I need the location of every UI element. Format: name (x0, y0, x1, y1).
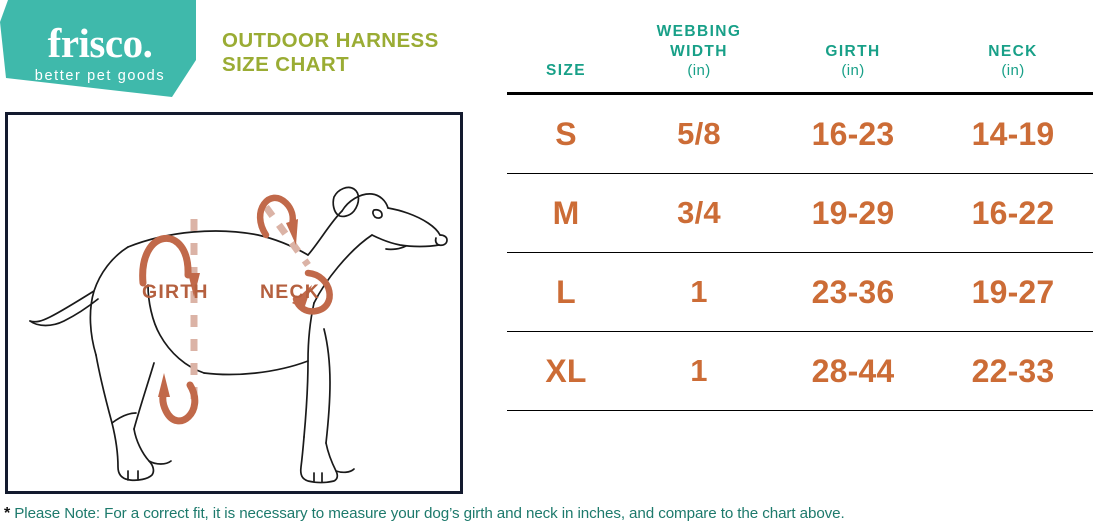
cell-webbing-width: 1 (625, 252, 773, 333)
page-title: OUTDOOR HARNESS SIZE CHART (222, 29, 472, 76)
cell-girth: 16-23 (773, 93, 933, 175)
girth-arrow-lower-icon (159, 381, 199, 425)
cell-size: M (507, 173, 625, 254)
dog-outline-icon (29, 186, 448, 484)
table-header-row: SIZE WEBBING WIDTH (in) GIRTH (in) NECK … (507, 22, 1093, 96)
column-header-webbing-width-label: WEBBING WIDTH (656, 23, 742, 60)
cell-webbing-width: 5/8 (625, 93, 773, 175)
logo-pentagon-shape (0, 0, 196, 97)
girth-arrowhead-up (158, 373, 170, 397)
cell-size: XL (507, 331, 625, 412)
cell-girth: 23-36 (773, 252, 933, 333)
cell-neck: 22-33 (933, 331, 1093, 412)
brand-tagline: better pet goods (34, 67, 166, 84)
girth-arrow-icon (139, 234, 192, 287)
girth-arrowhead-down (188, 273, 200, 297)
neck-arrowhead-down (286, 219, 298, 245)
column-header-neck: NECK (in) (933, 22, 1093, 96)
cell-webbing-width: 3/4 (625, 173, 773, 254)
girth-label: GIRTH (142, 281, 209, 303)
neck-arrowhead-up (292, 285, 312, 309)
neck-arrow-upper-icon (256, 194, 296, 239)
cell-size: L (507, 252, 625, 333)
column-header-neck-label: NECK (988, 42, 1038, 60)
column-header-neck-unit: (in) (1001, 61, 1025, 79)
column-header-girth: GIRTH (in) (773, 22, 933, 96)
column-header-girth-unit: (in) (841, 61, 865, 79)
footnote: * Please Note: For a correct fit, it is … (4, 505, 1102, 523)
footnote-asterisk: * (4, 505, 11, 522)
cell-girth: 19-29 (773, 173, 933, 254)
table-row: XL 1 28-44 22-33 (507, 331, 1093, 412)
size-table-wrap: SIZE WEBBING WIDTH (in) GIRTH (in) NECK … (507, 22, 1093, 492)
cell-girth: 28-44 (773, 331, 933, 412)
column-header-girth-label: GIRTH (825, 42, 881, 60)
neck-label: NECK (260, 281, 320, 303)
cell-webbing-width: 1 (625, 331, 773, 412)
dog-illustration-box: GIRTH NECK (5, 112, 463, 494)
cell-neck: 14-19 (933, 93, 1093, 175)
footnote-text: Please Note: For a correct fit, it is ne… (14, 505, 845, 522)
brand-logo: frisco. better pet goods (0, 0, 210, 100)
cell-size: S (507, 93, 625, 175)
column-header-webbing-width: WEBBING WIDTH (in) (625, 22, 773, 96)
cell-neck: 19-27 (933, 252, 1093, 333)
size-table: SIZE WEBBING WIDTH (in) GIRTH (in) NECK … (507, 22, 1093, 412)
neck-dashed-guide (263, 204, 311, 268)
page-title-line2: SIZE CHART (222, 52, 349, 76)
table-row: S 5/8 16-23 14-19 (507, 93, 1093, 175)
dog-measurement-diagram: GIRTH NECK (29, 186, 448, 484)
cell-neck: 16-22 (933, 173, 1093, 254)
brand-name: frisco. (47, 19, 153, 66)
column-header-webbing-width-unit: (in) (687, 61, 711, 79)
size-table-body: S 5/8 16-23 14-19 M 3/4 19-29 16-22 L 1 … (507, 93, 1093, 412)
column-header-size-label: SIZE (545, 61, 587, 79)
page-title-line1: OUTDOOR HARNESS (222, 29, 439, 52)
size-table-head: SIZE WEBBING WIDTH (in) GIRTH (in) NECK … (507, 22, 1093, 96)
table-row: M 3/4 19-29 16-22 (507, 173, 1093, 254)
logo-text-group: frisco. better pet goods (0, 0, 200, 100)
column-header-size: SIZE (507, 22, 625, 96)
table-row: L 1 23-36 19-27 (507, 252, 1093, 333)
